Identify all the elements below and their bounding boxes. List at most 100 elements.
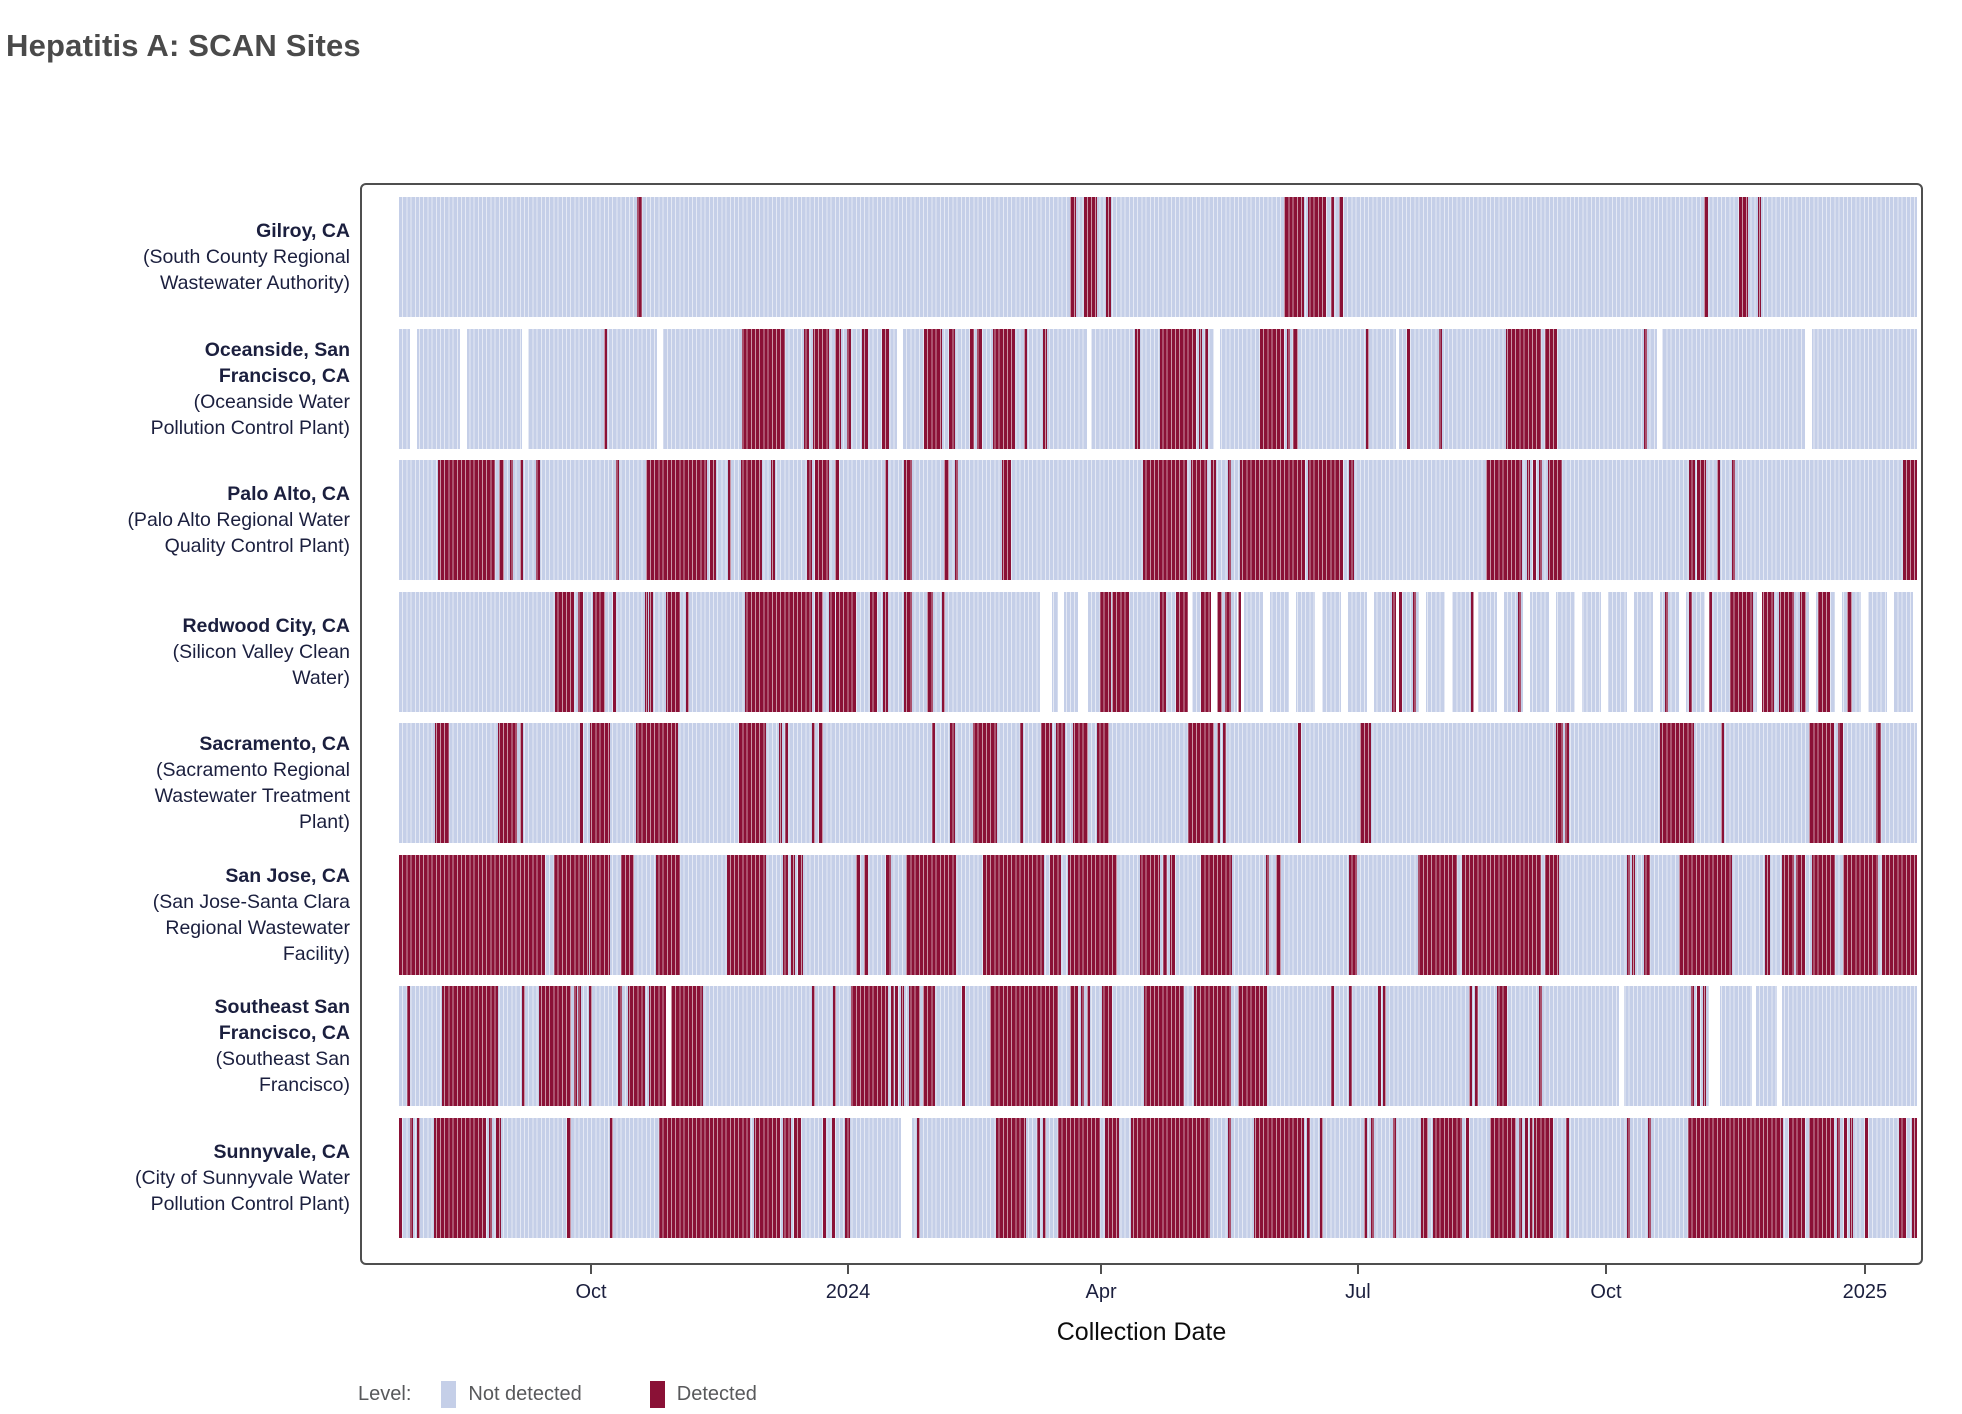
detected-segment	[869, 591, 878, 712]
site-plant-line: (Sacramento Regional	[155, 759, 350, 782]
detected-segment	[1539, 460, 1543, 581]
detected-segment	[1308, 460, 1344, 581]
detected-segment	[1898, 1117, 1907, 1238]
detected-segment	[1731, 460, 1735, 581]
site-city-line: Francisco, CA	[218, 1022, 350, 1045]
detected-segment	[1690, 986, 1694, 1107]
detected-segment	[1643, 854, 1650, 975]
detected-segment	[1850, 1117, 1854, 1238]
site-city-line: Redwood City, CA	[182, 614, 350, 637]
detected-segment	[836, 591, 856, 712]
detected-segment	[1259, 328, 1284, 449]
detected-segment	[1490, 1117, 1517, 1238]
detected-segment	[1548, 460, 1562, 581]
not-detected-background	[399, 197, 1917, 317]
detected-segment	[972, 723, 998, 844]
detected-segment	[1417, 854, 1458, 975]
detected-segment	[834, 460, 840, 581]
detected-segment	[1865, 1117, 1869, 1238]
detected-segment	[943, 460, 949, 581]
site-plant-line: Pollution Control Plant)	[150, 416, 350, 439]
detected-segment	[1194, 986, 1231, 1107]
detected-segment	[1689, 460, 1696, 581]
detected-segment	[685, 591, 689, 712]
detected-segment	[438, 460, 495, 581]
detected-segment	[1461, 854, 1541, 975]
detected-segment	[1406, 328, 1410, 449]
detected-segment	[593, 591, 606, 712]
detected-segment	[770, 460, 776, 581]
site-label: Redwood City, CA (Silicon Valley Clean Wat…	[0, 613, 350, 691]
detected-segment	[1365, 328, 1369, 449]
detected-segment	[610, 1117, 614, 1238]
detected-segment	[1532, 460, 1536, 581]
detected-segment	[1159, 591, 1166, 712]
detected-segment	[1912, 1117, 1917, 1238]
detected-segment	[1080, 986, 1084, 1107]
detected-segment	[807, 460, 812, 581]
no-sample-gap	[1804, 328, 1813, 449]
detected-segment	[399, 1117, 403, 1238]
detected-segment	[603, 328, 607, 449]
detected-segment	[1689, 591, 1693, 712]
detected-segment	[863, 854, 869, 975]
detected-segment	[783, 1117, 791, 1238]
detected-segment	[1211, 460, 1216, 581]
legend-detected-label: Detected	[676, 1383, 757, 1405]
detected-segment	[573, 986, 577, 1107]
detected-segment	[916, 1117, 920, 1238]
detected-segment	[1678, 854, 1732, 975]
detected-segment	[904, 591, 913, 712]
detected-segment	[745, 591, 812, 712]
site-city-line: Sunnyvale, CA	[213, 1140, 350, 1163]
site-label: Southeast San Francisco, CA (Southeast San…	[0, 994, 350, 1098]
detected-segment	[1086, 986, 1090, 1107]
x-tick-mark	[1356, 1265, 1359, 1274]
site-plant-line: (South County Regional	[142, 246, 350, 268]
detected-segment	[555, 591, 574, 712]
site-label: Gilroy, CA (South County Regional Wastewat…	[0, 218, 350, 296]
detected-segment	[578, 591, 583, 712]
detected-segment	[670, 986, 703, 1107]
detected-segment	[658, 1117, 750, 1238]
no-sample-gap	[1086, 328, 1092, 449]
detected-segment	[1730, 591, 1754, 712]
detected-segment	[553, 854, 589, 975]
site-plant-line: Quality Control Plant)	[164, 535, 350, 558]
detected-segment	[740, 460, 762, 581]
detected-segment	[1198, 328, 1203, 449]
not-detected-swatch-icon	[441, 1381, 457, 1408]
detected-segment	[1139, 854, 1160, 975]
site-plant-line: (Silicon Valley Clean	[172, 640, 350, 663]
detected-segment	[666, 591, 680, 712]
detected-segment	[628, 986, 645, 1107]
site-plant-line: (Southeast San	[215, 1048, 350, 1071]
detected-segment	[520, 723, 524, 844]
detected-segment	[1564, 723, 1570, 844]
detected-segment	[798, 854, 803, 975]
detected-segment	[793, 1117, 802, 1238]
x-tick-mark	[590, 1265, 593, 1274]
detected-segment	[635, 723, 679, 844]
detected-segment	[1238, 591, 1242, 712]
detected-segment	[1162, 854, 1168, 975]
detected-segment	[742, 328, 785, 449]
detected-segment	[1648, 1117, 1652, 1238]
site-label: Palo Alto, CA (Palo Alto Regional Water Qu…	[0, 481, 350, 559]
detected-segment	[535, 460, 541, 581]
detected-segment	[1359, 723, 1371, 844]
not-detected-background	[399, 328, 1917, 449]
detected-segment	[1370, 1117, 1374, 1238]
detected-segment	[901, 986, 905, 1107]
detected-segment	[520, 460, 524, 581]
detected-segment	[739, 723, 767, 844]
detected-segment	[1757, 197, 1761, 317]
detected-segment	[906, 854, 957, 975]
detected-segment	[1144, 986, 1184, 1107]
detected-segment	[883, 591, 888, 712]
detected-segment	[637, 197, 642, 317]
detected-segment	[1847, 591, 1852, 712]
detected-segment	[904, 460, 913, 581]
site-plant-line: (City of Sunnyvale Water	[135, 1166, 350, 1189]
detected-segment	[1696, 986, 1700, 1107]
